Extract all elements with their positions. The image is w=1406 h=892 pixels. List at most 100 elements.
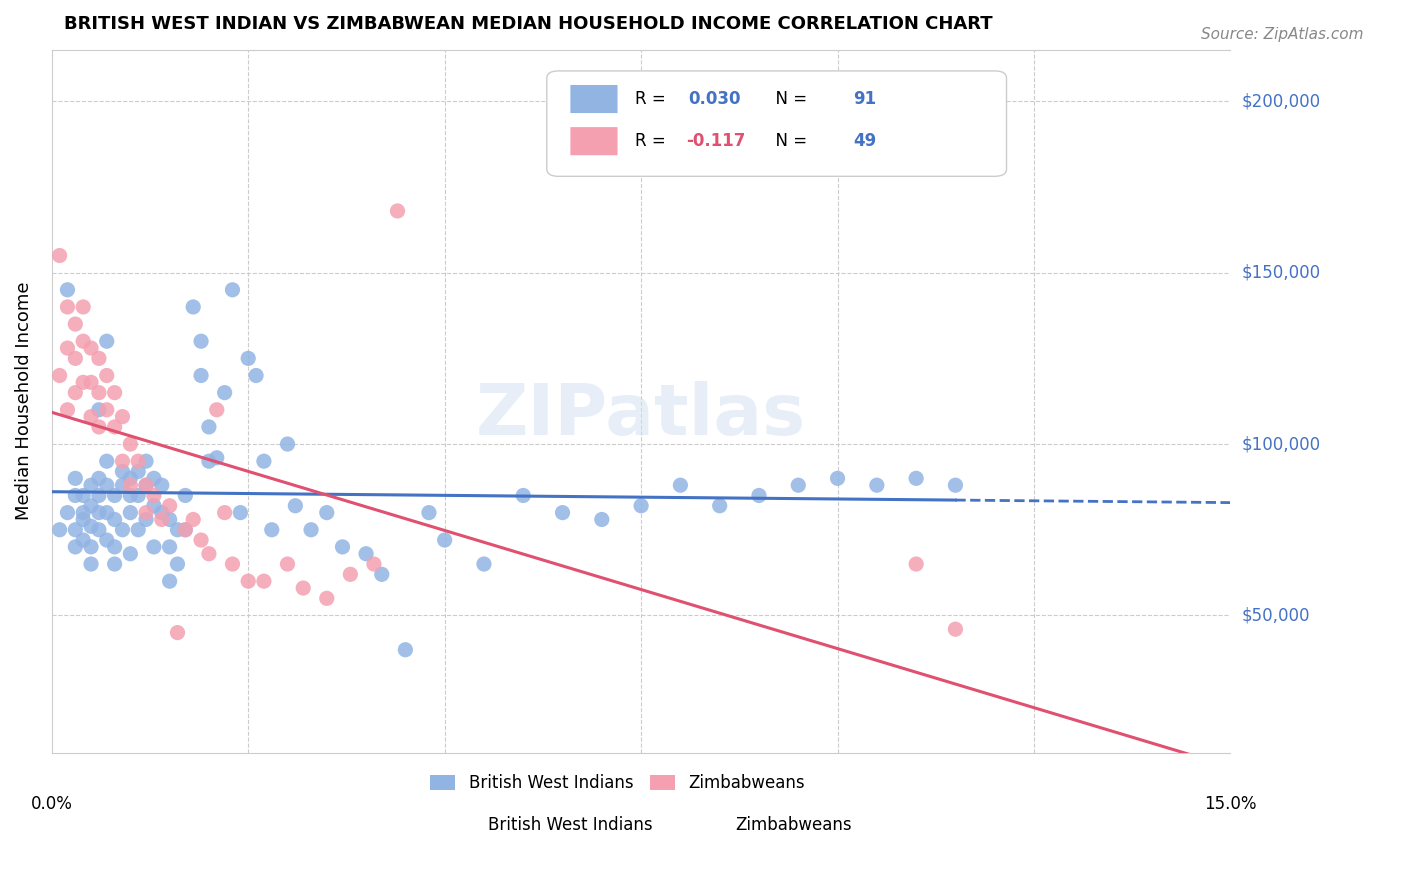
Point [418,506,440,520]
Point [135,478,157,492]
Point [96,533,118,547]
Point [111,409,134,424]
FancyBboxPatch shape [571,85,617,113]
Point [48,368,70,383]
Point [827,471,849,485]
Point [159,512,181,526]
Point [80,409,103,424]
Text: 91: 91 [853,90,876,108]
Point [315,506,337,520]
Point [159,540,181,554]
Point [332,540,354,554]
Point [56,300,79,314]
Point [181,300,204,314]
Point [120,478,142,492]
Point [260,523,283,537]
Point [354,547,377,561]
Point [87,506,110,520]
Point [142,499,165,513]
Point [80,557,103,571]
Text: N =: N = [765,90,813,108]
Point [253,574,276,589]
Point [120,506,142,520]
Point [104,512,127,526]
Point [72,533,94,547]
Point [72,488,94,502]
Point [65,351,87,366]
Point [276,557,298,571]
Text: $200,000: $200,000 [1241,92,1320,111]
Point [214,385,236,400]
Point [87,488,110,502]
Text: $50,000: $50,000 [1241,607,1310,624]
Point [104,385,127,400]
Point [87,523,110,537]
Point [65,488,87,502]
Point [190,368,212,383]
Point [48,523,70,537]
Point [394,642,416,657]
Point [87,420,110,434]
Point [174,523,197,537]
Point [905,557,928,571]
Text: $100,000: $100,000 [1241,435,1320,453]
Point [80,540,103,554]
Point [669,478,692,492]
Point [433,533,456,547]
Point [166,625,188,640]
Point [72,300,94,314]
Point [111,454,134,468]
Point [65,317,87,331]
Point [111,465,134,479]
Point [748,488,770,502]
Point [371,567,394,582]
Text: R =: R = [636,132,671,150]
Point [72,512,94,526]
Point [65,523,87,537]
Point [315,591,337,606]
Point [72,506,94,520]
Point [56,506,79,520]
Point [166,557,188,571]
Point [551,506,574,520]
Point [127,523,149,537]
Point [87,471,110,485]
Point [104,420,127,434]
Point [65,540,87,554]
Point [181,512,204,526]
Point [135,454,157,468]
Point [96,454,118,468]
Point [104,540,127,554]
Point [866,478,889,492]
Point [87,385,110,400]
Point [111,478,134,492]
Point [299,523,322,537]
Point [87,351,110,366]
Point [198,454,221,468]
Point [127,454,149,468]
Text: 0.0%: 0.0% [31,795,73,813]
Text: Source: ZipAtlas.com: Source: ZipAtlas.com [1201,27,1364,42]
Legend: British West Indians, Zimbabweans: British West Indians, Zimbabweans [422,766,813,800]
Point [630,499,652,513]
Point [120,488,142,502]
Point [80,376,103,390]
Point [135,506,157,520]
Text: British West Indians: British West Indians [488,816,652,834]
Point [96,368,118,383]
Point [190,533,212,547]
Point [104,557,127,571]
Point [198,420,221,434]
Text: 0.030: 0.030 [689,90,741,108]
Point [120,471,142,485]
Point [48,248,70,262]
Point [221,557,243,571]
Text: Zimbabweans: Zimbabweans [735,816,852,834]
Point [229,506,252,520]
Point [120,437,142,451]
Point [127,488,149,502]
Point [111,523,134,537]
Point [221,283,243,297]
Point [65,471,87,485]
Text: N =: N = [765,132,813,150]
